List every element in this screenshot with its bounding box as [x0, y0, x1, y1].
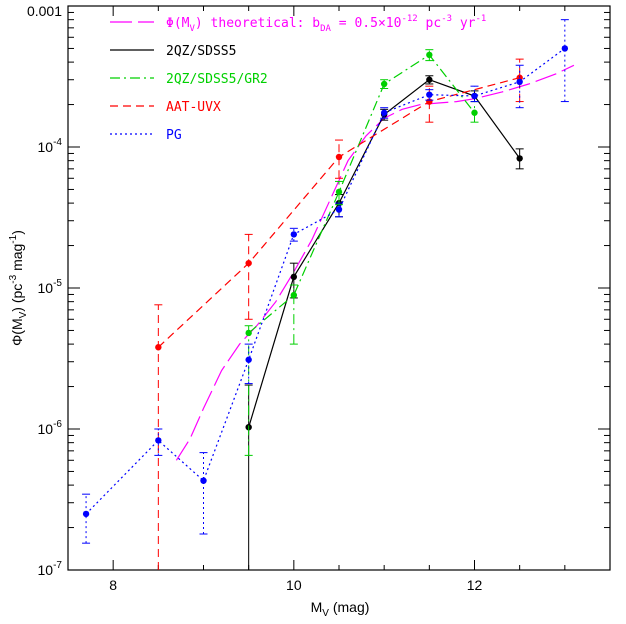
data-point [82, 510, 90, 518]
legend-entry-aat: AAT-UVX [110, 100, 221, 115]
series-line-gr2 [248, 54, 475, 334]
y-tick-label: 10-5 [38, 278, 63, 296]
data-point [335, 188, 343, 196]
data-point [335, 206, 343, 213]
data-point [380, 109, 388, 116]
data-point [245, 329, 252, 337]
series-pg [82, 19, 569, 544]
legend-entry-pg: PG [110, 128, 182, 143]
series-line-2qz [248, 79, 521, 428]
y-tick-label: 10-7 [38, 560, 63, 578]
data-point [516, 155, 523, 162]
data-point [426, 91, 433, 98]
legend-label: PG [166, 128, 182, 143]
legend-label: Φ(MV) theoretical: bDA = 0.5×10-12 pc-3 … [166, 14, 486, 34]
series-line-theory [175, 64, 575, 461]
x-tick-label: 8 [109, 577, 117, 593]
data-point [290, 273, 298, 281]
y-tick-label: 0.001 [27, 3, 62, 19]
x-tick-label: 12 [467, 577, 483, 593]
legend-entry-theory: Φ(MV) theoretical: bDA = 0.5×10-12 pc-3 … [110, 14, 486, 34]
data-point [471, 92, 478, 100]
legend-entry-gr2: 2QZ/SDSS5/GR2 [110, 72, 268, 87]
data-point [426, 51, 433, 59]
y-axis-label: Φ(MV) (pc-3 mag-1) [8, 230, 29, 346]
data-point [155, 344, 162, 351]
plot-frame [67, 5, 611, 571]
data-point [245, 259, 252, 267]
data-point [471, 109, 478, 116]
series-2qz [244, 75, 524, 570]
data-point [380, 80, 388, 88]
legend-label: 2QZ/SDSS5/GR2 [166, 72, 268, 87]
series-gr2 [244, 49, 479, 456]
data-point [290, 291, 298, 299]
data-point [290, 231, 298, 238]
data-point [200, 477, 207, 484]
data-point [245, 356, 252, 363]
legend-entry-2qz: 2QZ/SDSS5 [110, 44, 236, 59]
x-tick-label: 10 [286, 577, 302, 593]
axis-ticks: 8 10 12 10-7 10-6 10-5 10-4 0.001 [27, 3, 611, 593]
y-tick-label: 10-4 [38, 137, 63, 155]
legend-label: 2QZ/SDSS5 [166, 44, 236, 59]
legend-label: AAT-UVX [166, 100, 221, 115]
data-point [426, 76, 433, 83]
data-point [155, 437, 162, 444]
data-point [561, 45, 569, 52]
series-theory [175, 64, 575, 461]
x-axis-label: MV (mag) [311, 599, 370, 619]
data-point [516, 78, 523, 86]
y-tick-label: 10-6 [38, 419, 63, 437]
data-point [335, 153, 343, 161]
series-layer [82, 19, 575, 570]
series-aat [154, 58, 524, 570]
legend: Φ(MV) theoretical: bDA = 0.5×10-12 pc-3 … [110, 14, 486, 143]
